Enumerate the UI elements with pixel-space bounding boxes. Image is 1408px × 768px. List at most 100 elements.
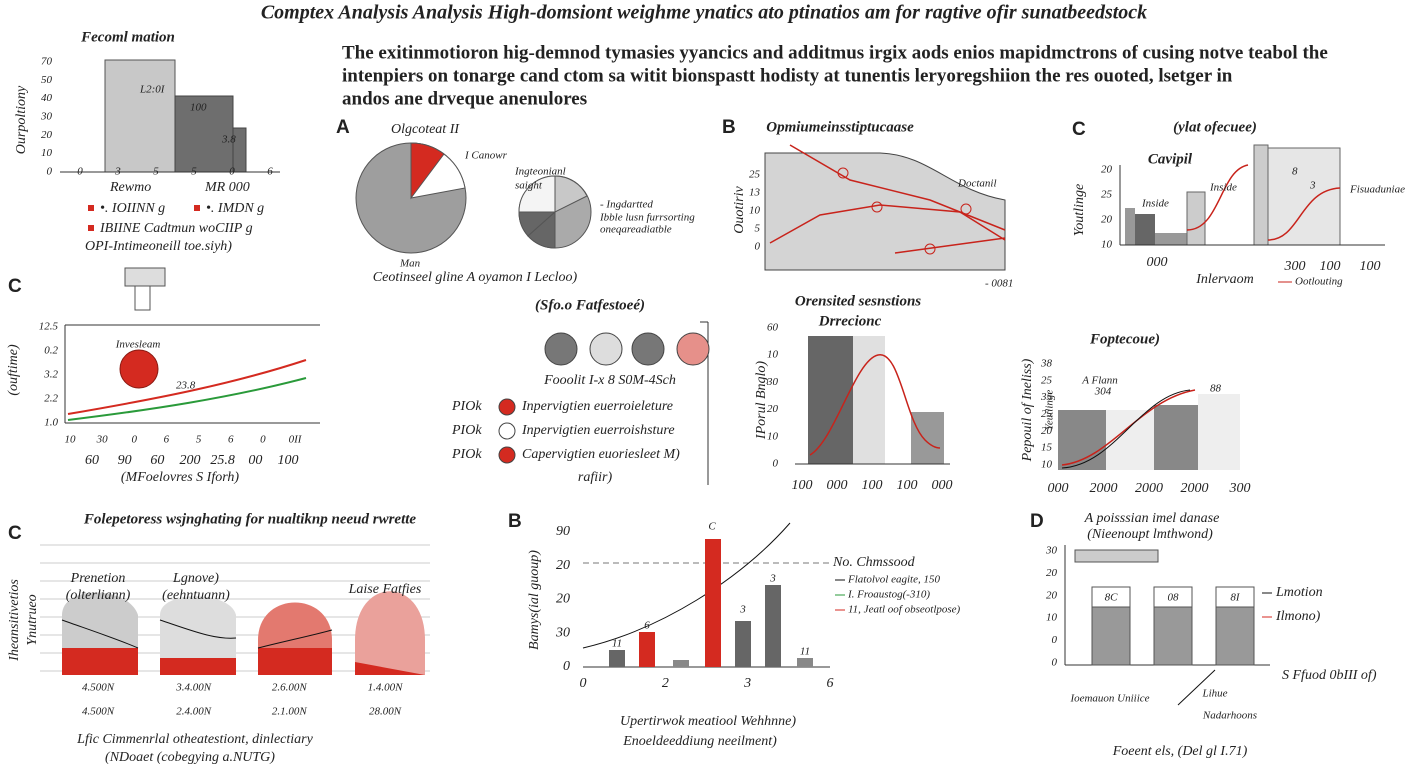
x-tick-label: 100 <box>1360 259 1381 274</box>
tick-label: 0 <box>1052 634 1058 646</box>
curve <box>257 629 333 649</box>
box-label: 8C <box>1105 592 1119 604</box>
panel-letter: B <box>722 117 736 138</box>
area <box>764 152 1006 271</box>
panel-title: Opmiumeinsstiptucaase <box>766 119 914 135</box>
y-label: Iheansitivetios <box>7 579 22 662</box>
curve <box>1267 187 1341 241</box>
tick-label: 0 <box>47 166 53 178</box>
box-label: 8I <box>1230 592 1241 604</box>
x-tick-label: 000 <box>1147 255 1168 270</box>
panel-c-mid: C Invesleam 23.8 (ouftime) 12.5 0.2 3.2 2.2… <box>6 267 320 485</box>
tick-label: 25 <box>1101 189 1113 201</box>
label: 23.8 <box>176 380 196 392</box>
tick-label: 10 <box>41 147 53 159</box>
tick-label: 5 <box>755 223 761 235</box>
legend-entry: Ibble lusn furrsorting <box>599 212 695 224</box>
legend-entry: 11, Jeatl oof obseotlpose) <box>848 604 961 616</box>
legend-entry: oneqareadiatble <box>600 224 672 236</box>
tick-label: 20 <box>1046 567 1058 579</box>
tick-label: 60 <box>767 322 779 334</box>
box-top <box>1215 586 1255 608</box>
bar <box>673 660 689 667</box>
panel-d: D A poisssian imel danase (Nieenoupt lmt… <box>1030 511 1377 759</box>
panel-subtitle: Drrecionc <box>818 313 882 329</box>
tick-label: 300 <box>1229 481 1251 496</box>
tick-label: 000 <box>1048 481 1069 496</box>
panel-b-top: B Opmiumeinsstiptucaase Ouotiriv 25 13 10 5… <box>722 117 1013 290</box>
pie-slice <box>527 210 556 249</box>
x-label: Enoeldeeddiung neeilment) <box>622 734 777 749</box>
panel-title: Foptecoue) <box>1089 331 1160 347</box>
label: Ioemauon Uniiice <box>1069 693 1149 705</box>
y-label: Yeutlinge <box>1044 390 1056 431</box>
marker <box>837 167 849 179</box>
tick-label: 2.4.00N <box>176 706 212 718</box>
bar <box>174 95 234 173</box>
x-tick-label: 100 <box>1320 259 1341 274</box>
tick-label: 60 <box>85 453 99 468</box>
tick-label: 0II <box>289 434 303 446</box>
label: Lihue <box>1201 688 1227 700</box>
label: Ingteonianl <box>514 166 566 178</box>
bar-label: 11 <box>612 638 622 650</box>
label: Laise Fatfies <box>348 582 422 597</box>
tick-label: 6 <box>228 434 234 446</box>
bar <box>1186 191 1206 246</box>
tick-label: 10 <box>767 349 779 361</box>
curve <box>1061 389 1191 469</box>
bar <box>1198 394 1240 470</box>
panel-c-bottom: C Folepetoress wsjnghating for nualtiknp… <box>7 511 430 765</box>
label: 88 <box>1210 383 1222 395</box>
y-label: Bamys(ial guoup) <box>527 550 542 650</box>
tick-label: 200 <box>180 453 201 468</box>
panel-letter: D <box>1030 511 1044 532</box>
tick-label: 20 <box>556 592 570 607</box>
tick-label: 15 <box>1041 442 1053 454</box>
tick-label: 2.6.00N <box>272 682 308 694</box>
tick-label: 10 <box>1046 612 1058 624</box>
intro-line: The exitinmotioron hig-demnod tymasies y… <box>342 42 1328 63</box>
tick-label: 0 <box>229 166 235 178</box>
row-text: Capervigtien euoriesleet M) <box>522 447 680 462</box>
tick-label: 100 <box>278 453 299 468</box>
label: Man <box>399 258 421 270</box>
label: Nadarhoons <box>1202 710 1257 722</box>
tick-label: 25 <box>1041 374 1053 386</box>
bar-label: 100 <box>190 102 207 114</box>
tick-label: 000 <box>932 478 953 493</box>
panel-letter: A <box>336 117 350 138</box>
row-icon <box>498 398 516 416</box>
tick-label: 20 <box>1046 589 1058 601</box>
marker <box>924 243 936 255</box>
row-label: PIOk <box>451 447 482 462</box>
curve <box>1061 389 1196 466</box>
tick-label: 6 <box>164 434 170 446</box>
tick-label: 0 <box>1052 657 1058 669</box>
y-label: Youtlinge <box>1072 184 1087 236</box>
panel-title: (Sfo.o Fatfestoeé) <box>535 297 645 313</box>
label: Inside <box>1141 198 1169 210</box>
tick-label: 20 <box>41 129 53 141</box>
tick-label: 20 <box>1101 164 1113 176</box>
tick-label: 000 <box>827 478 848 493</box>
curve <box>1186 164 1249 231</box>
row-icon <box>498 446 516 464</box>
intro-line: andos ane drveque anenulores <box>342 88 587 109</box>
bar <box>1058 410 1106 470</box>
curve <box>582 522 791 649</box>
tick-label: 0.2 <box>44 345 58 357</box>
legend-entry: Fisuaduniae <box>1349 184 1405 196</box>
pie-slice <box>518 175 556 213</box>
dome-fill <box>62 648 138 675</box>
tick-label: 0 <box>580 676 587 691</box>
bar-label: 6 <box>644 620 650 632</box>
legend-entry: •. IMDN g <box>206 201 264 216</box>
tick-label: 5 <box>196 434 202 446</box>
circle <box>544 332 578 366</box>
tick-label: 100 <box>792 478 813 493</box>
tick-label: 30 <box>96 434 109 446</box>
tick-label: 25.8 <box>210 453 235 468</box>
legend-entry: Flatolvol eagite, 150 <box>847 574 940 586</box>
panel-subtitle: (Nieenoupt lmthwond) <box>1087 527 1213 542</box>
